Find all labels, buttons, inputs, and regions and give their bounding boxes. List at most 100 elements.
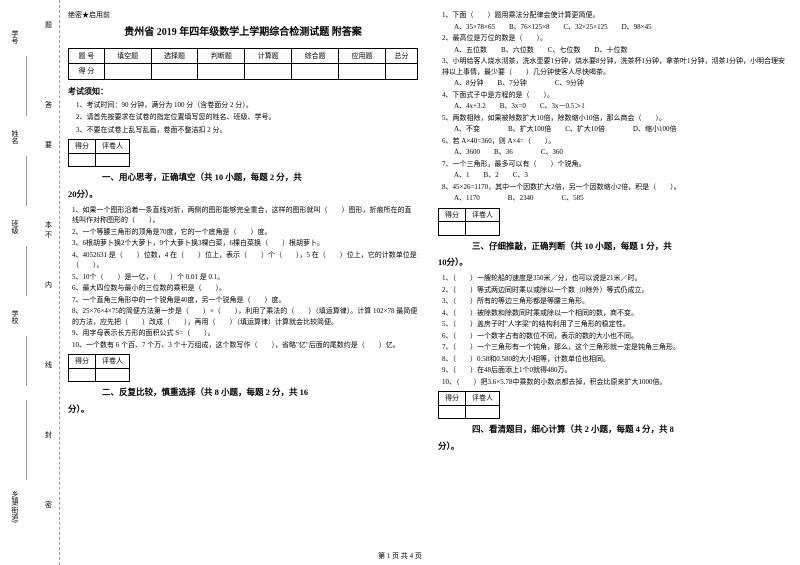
- page-title: 贵州省 2019 年四年级数学上学期综合检测试题 附答案: [68, 25, 418, 40]
- option-row: A、不变 B、扩大100倍 C、扩大10倍 D、缩小100倍: [438, 124, 788, 135]
- notice-heading: 考试须知：: [68, 86, 418, 98]
- question: 6、（ ）一个数字占有的数位不同，表示的数的大小也不同。: [438, 331, 788, 342]
- cell: [96, 153, 130, 167]
- option-row: A、1170 B、2340 C、585: [438, 193, 788, 204]
- cell: [245, 64, 292, 80]
- sidebar-label-town: 乡镇(街道): [10, 490, 20, 523]
- grader-box: 得分评卷人: [438, 208, 500, 236]
- question: 1、（ ）一艘轮船的速度是350米／分，也可以说是21米／时。: [438, 273, 788, 284]
- grader-box: 得分评卷人: [68, 139, 130, 167]
- sidebar-line: [26, 246, 27, 296]
- question: 5、10个（ ）是一亿，（ ）个 0.01 是 0.1。: [68, 272, 418, 283]
- section-heading: 二、反复比较，慎重选择（共 8 小题，每题 2 分，共 16: [68, 386, 418, 399]
- question: 8、45×26=1170，其中一个因数扩大2倍，另一个因数缩小2倍，积是（ ）。: [438, 182, 788, 193]
- cutmark: 不: [45, 230, 52, 240]
- question: 8、25×76×4×75的简便方法第一步是（ ）×（ ），利用了乘法的（ ）（填…: [68, 306, 418, 327]
- option-row: A、4x+3.2 B、3x=0 C、3x－0.5＞1: [438, 101, 788, 112]
- cell: 得分: [69, 140, 96, 154]
- question: 10、（ ）把3.6×5.78中乘数的小数点都去掉，积会比原来扩大1000倍。: [438, 377, 788, 388]
- cell: [104, 64, 151, 80]
- cell: [339, 64, 386, 80]
- cell: 填空题: [104, 48, 151, 64]
- sidebar-line: [26, 336, 27, 386]
- cell: [69, 153, 96, 167]
- sidebar-label-class: 班级: [10, 220, 20, 234]
- table-row: 得 分: [69, 64, 418, 80]
- question: 8、（ ）0.58和0.580的大小相等，计数单位也相同。: [438, 354, 788, 365]
- question: 2、一个等腰三角形的顶角是70度，它的一个底角是（ ）度。: [68, 227, 418, 238]
- cutmark: 密: [45, 500, 52, 510]
- cell: 评卷人: [466, 392, 500, 406]
- option-row: A、35×78×65 B、76×125×8 C、32×25×125 D、98×4…: [438, 22, 788, 33]
- cell: 总分: [385, 48, 417, 64]
- question: 3、6根胡萝卜换2个大萝卜，9个大萝卜换3棵白菜，6棵白菜换（ ）根胡萝卜。: [68, 238, 418, 249]
- sidebar-line: [26, 56, 27, 116]
- cutmark: 答: [45, 100, 52, 110]
- sidebar-line: [26, 400, 27, 480]
- question: 3、（ ）所有的等边三角形都是等腰三角形。: [438, 296, 788, 307]
- question: 6、最大四位数与最小的三位数的乘积是（ ）。: [68, 283, 418, 294]
- page-footer: 第 1 页 共 4 页: [0, 551, 800, 561]
- question: 5、（ ）盖房子时"人字梁"的结构利用了三角形的稳定性。: [438, 319, 788, 330]
- binding-sidebar: 学号 姓名 班级 学校 乡镇(街道) 题 答 要 本 不 内 线 封 密: [0, 0, 60, 565]
- section-points: 20分）。: [68, 188, 418, 201]
- page-content: 绝密★启用前 贵州省 2019 年四年级数学上学期综合检测试题 附答案 题 号 …: [68, 10, 790, 457]
- cell: [439, 222, 466, 236]
- question: 5、两数相除，如果被除数扩大10倍，除数缩小10倍，那么商会（ ）。: [438, 113, 788, 124]
- cell: [385, 64, 417, 80]
- cell: 题 号: [69, 48, 105, 64]
- cell: 计算题: [245, 48, 292, 64]
- grader-box: 得分评卷人: [68, 354, 130, 382]
- sidebar-label-id: 学号: [10, 30, 20, 44]
- left-column: 绝密★启用前 贵州省 2019 年四年级数学上学期综合检测试题 附答案 题 号 …: [68, 10, 418, 457]
- cell: [439, 405, 466, 419]
- cell: 评卷人: [96, 355, 130, 369]
- cell: 综合题: [292, 48, 339, 64]
- sidebar-line: [26, 156, 27, 206]
- question: 6、若 A×40=360，则 A×4=（ ）。: [438, 136, 788, 147]
- cell: 得分: [69, 355, 96, 369]
- section-points: 分）。: [68, 403, 418, 416]
- cutmark: 封: [45, 430, 52, 440]
- grader-box: 得分评卷人: [438, 391, 500, 419]
- question: 4、（ ）被除数和除数同时乘或除以一个相同的数，商不变。: [438, 308, 788, 319]
- sidebar-label-school: 学校: [10, 310, 20, 324]
- secret-mark: 绝密★启用前: [68, 10, 418, 21]
- question: 7、一个三角形，最多可以有（ ）个锐角。: [438, 159, 788, 170]
- question: 7、（ ）一个三角形有一个钝角，那么，这个三角形就一定是钝角三角形。: [438, 342, 788, 353]
- question: 10、一个数有 6 个百、7 个万、3 个十万组成，这个数写作（ ），省略"亿"…: [68, 340, 418, 351]
- cell: [198, 64, 245, 80]
- option-row: A、1 B、2 C、3: [438, 170, 788, 181]
- cell: 得分: [439, 392, 466, 406]
- notice-item: 3、不要在试卷上乱写乱画，卷面不整洁扣 2 分。: [68, 125, 418, 136]
- section-heading: 四、看清题目，细心计算（共 2 小题，每题 4 分，共 8: [438, 423, 788, 436]
- option-row: A、3600 B、36 C、360: [438, 147, 788, 158]
- cell: [151, 64, 198, 80]
- notice-item: 1、考试时间：90 分钟，满分为 100 分（含卷面分 2 分）。: [68, 100, 418, 111]
- section-heading: 一、用心思考，正确填空（共 10 小题，每题 2 分，共: [68, 171, 418, 184]
- cell: 评卷人: [96, 140, 130, 154]
- question: 3、小明给客人烧水沏茶，洗水壶要1分钟，烧水要8分钟，洗茶杯1分钟，拿茶叶1分钟…: [438, 56, 788, 77]
- question: 4、4052631 是（ ）位数，4 在（ ）位上，表示（ ）个（ ），5 在（…: [68, 250, 418, 271]
- section-points: 10分）。: [438, 256, 788, 269]
- cell: 判断题: [198, 48, 245, 64]
- section-points: 分）。: [438, 440, 788, 453]
- section-heading: 三、仔细推敲，正确判断（共 10 小题，每题 1 分，共: [438, 240, 788, 253]
- cell: [292, 64, 339, 80]
- right-column: 1、下面（ ）题用乘法分配律会使计算更简便。 A、35×78×65 B、76×1…: [438, 10, 788, 457]
- option-row: A、五位数 B、六位数 C、七位数 D、十位数: [438, 45, 788, 56]
- cell: 应用题: [339, 48, 386, 64]
- score-table: 题 号 填空题 选择题 判断题 计算题 综合题 应用题 总分 得 分: [68, 48, 418, 80]
- cell: [466, 222, 500, 236]
- notice-item: 2、请首先按要求在试卷的指定位置填写您的姓名、班级、学号。: [68, 112, 418, 123]
- question: 7、一个直角三角形中的一个锐角是40度，另一个锐角是（ ）度。: [68, 295, 418, 306]
- cutmark: 内: [45, 280, 52, 290]
- cell: [466, 405, 500, 419]
- question: 2、（ ）等式两边同时乘以或除以一个数（0除外）等式仍成立。: [438, 285, 788, 296]
- cell: 选择题: [151, 48, 198, 64]
- question: 4、下面式子中是方程的是（ ）。: [438, 90, 788, 101]
- option-row: A、8分钟 B、7分钟 C、9分钟: [438, 78, 788, 89]
- table-row: 题 号 填空题 选择题 判断题 计算题 综合题 应用题 总分: [69, 48, 418, 64]
- sidebar-label-name: 姓名: [10, 130, 20, 144]
- question: 9、（ ）在48后面添上1个0就得480万。: [438, 365, 788, 376]
